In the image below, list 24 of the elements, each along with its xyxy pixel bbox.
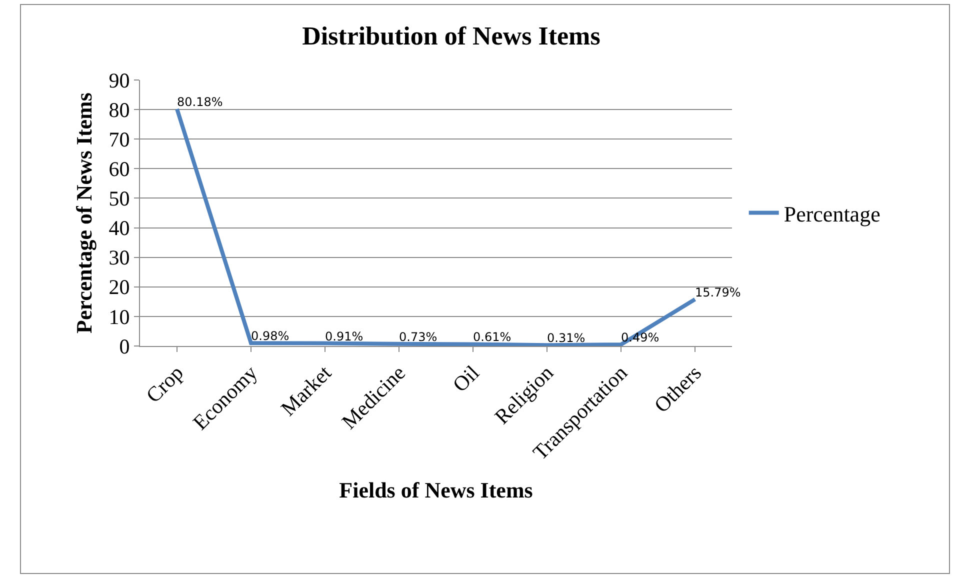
- y-tick-label: 20: [108, 275, 130, 300]
- line-series: [175, 107, 697, 346]
- y-tick-label: 40: [108, 216, 130, 240]
- data-label: 0.98%: [251, 329, 290, 344]
- chart-title: Distribution of News Items: [302, 21, 600, 50]
- y-tick-label: 70: [108, 127, 130, 152]
- y-tick-label: 80: [108, 98, 130, 122]
- y-tick-label: 50: [108, 186, 130, 211]
- x-tick-label: Oil: [448, 360, 484, 397]
- data-label: 0.73%: [399, 330, 438, 344]
- data-label: 15.79%: [695, 285, 741, 300]
- data-label: 0.91%: [325, 329, 364, 344]
- x-axis-title: Fields of News Items: [339, 477, 534, 502]
- y-tick-label: 90: [108, 68, 130, 92]
- y-axis-title: Percentage of News Items: [72, 92, 97, 334]
- legend-label: Percentage: [784, 201, 880, 226]
- data-label: 80.18%: [177, 95, 223, 110]
- y-tick-label: 30: [108, 246, 130, 270]
- y-tick-label: 0: [119, 334, 130, 358]
- y-tick-label: 60: [108, 157, 130, 182]
- y-tick-label: 10: [108, 304, 130, 329]
- data-label: 0.61%: [473, 330, 512, 344]
- x-tick-label: Crop: [141, 360, 188, 408]
- data-label: 0.31%: [547, 331, 586, 346]
